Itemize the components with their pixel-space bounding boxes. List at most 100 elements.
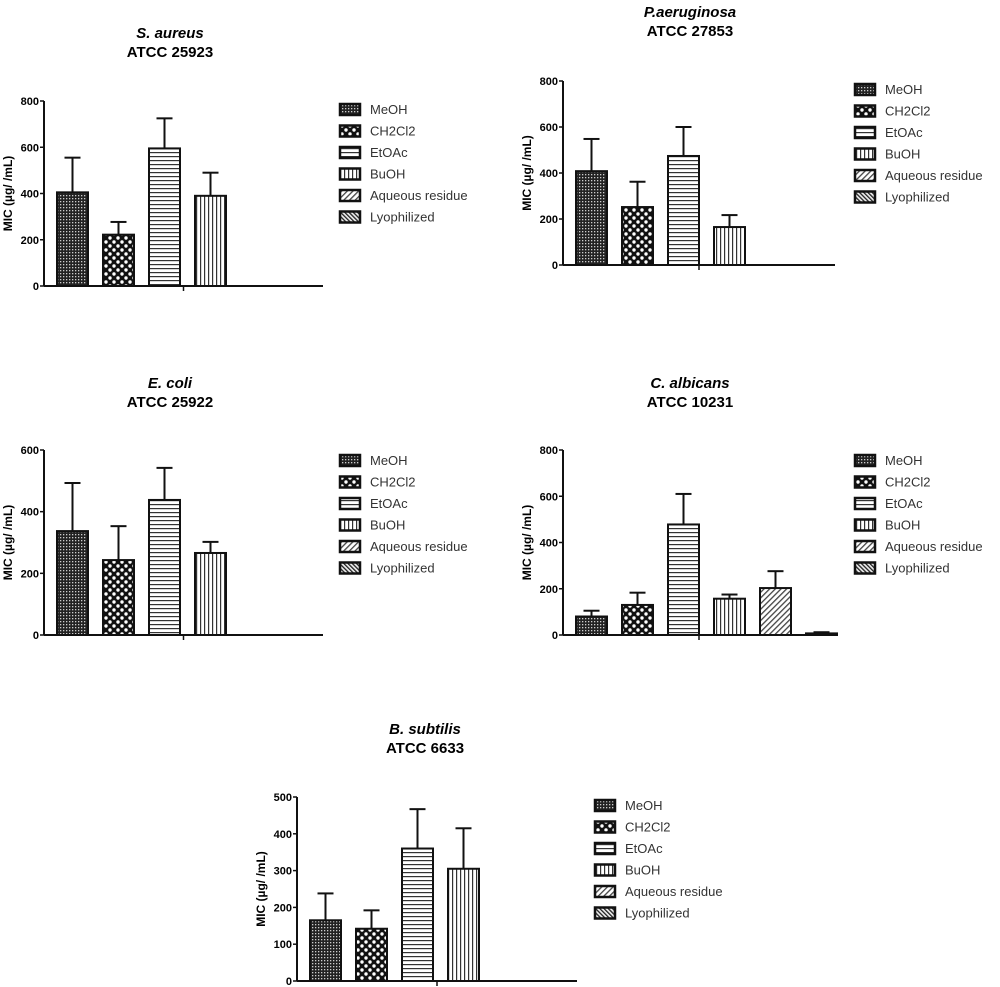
legend-swatch <box>853 168 877 183</box>
legend-swatch <box>853 125 877 140</box>
y-tick-label: 800 <box>540 76 558 88</box>
y-axis-label: MIC (µg/ /mL) <box>1 505 15 581</box>
legend-label: Lyophilized <box>370 210 435 225</box>
bar-dense-dots <box>309 919 342 983</box>
y-tick-label: 200 <box>274 902 292 914</box>
chart-subtitle: ATCC 25923 <box>127 44 213 61</box>
legend-swatch <box>853 82 877 97</box>
chart-title: E. coli <box>148 375 193 392</box>
legend-label: MeOH <box>625 798 663 813</box>
legend-label: CH2Cl2 <box>885 475 931 490</box>
chart-title: B. subtilis <box>389 721 461 738</box>
legend-swatch <box>338 539 362 554</box>
y-axis-label: MIC (µg/ /mL) <box>1 156 15 232</box>
legend-label: CH2Cl2 <box>885 104 931 119</box>
bar-diagonal-lines <box>759 587 792 637</box>
y-tick-label: 400 <box>21 189 39 201</box>
legend-label: Lyophilized <box>885 190 950 205</box>
legend-label: MeOH <box>885 82 923 97</box>
bar-checker <box>355 927 388 983</box>
chart-panel: P.aeruginosa ATCC 27853 0 200 400 600 800 MIC (… <box>520 4 983 272</box>
y-tick-label: 200 <box>21 235 39 247</box>
legend-swatch <box>338 475 362 489</box>
legend-swatch <box>593 863 617 877</box>
legend-label: Lyophilized <box>625 906 690 921</box>
y-tick-label: 400 <box>540 538 558 550</box>
legend-swatch <box>338 210 362 224</box>
chart-panel: E. coli ATCC 25922 0 200 400 600 MIC (µg/ /mL)… <box>1 375 468 642</box>
legend-label: Aqueous residue <box>885 168 983 183</box>
legend-label: Aqueous residue <box>885 539 983 554</box>
legend-label: BuOH <box>625 863 660 878</box>
legend-label: MeOH <box>370 453 408 468</box>
legend-label: CH2Cl2 <box>370 124 416 139</box>
legend-label: CH2Cl2 <box>625 820 671 835</box>
legend-swatch <box>338 188 362 203</box>
legend-swatch <box>593 906 617 920</box>
legend-swatch <box>338 167 362 181</box>
y-tick-label: 400 <box>540 168 558 180</box>
legend-label: Lyophilized <box>885 561 950 576</box>
legend-swatch <box>338 102 362 117</box>
y-tick-label: 0 <box>552 630 558 642</box>
legend-label: Aqueous residue <box>370 188 468 203</box>
bar-vertical-lines <box>713 597 746 636</box>
y-tick-label: 600 <box>540 491 558 503</box>
bar-checker <box>621 603 654 636</box>
y-tick-label: 300 <box>274 866 292 878</box>
legend-label: EtOAc <box>370 496 408 511</box>
y-tick-label: 100 <box>274 939 292 951</box>
legend-label: BuOH <box>370 518 405 533</box>
y-tick-label: 500 <box>274 792 292 804</box>
bar-dense-dots <box>56 530 89 637</box>
y-axis-label: MIC (µg/ /mL) <box>520 135 534 211</box>
bar-vertical-lines <box>713 226 746 267</box>
y-tick-label: 600 <box>21 445 39 457</box>
legend-swatch <box>338 561 362 575</box>
legend-label: BuOH <box>370 167 405 182</box>
legend-swatch <box>593 841 617 856</box>
y-tick-label: 0 <box>33 281 39 293</box>
legend-swatch <box>338 453 362 468</box>
legend-swatch <box>853 539 877 554</box>
chart-subtitle: ATCC 25922 <box>127 394 213 411</box>
legend-swatch <box>853 190 877 204</box>
legend-swatch <box>853 104 877 118</box>
legend-swatch <box>593 884 617 899</box>
y-tick-label: 0 <box>286 976 292 987</box>
legend-swatch <box>338 124 362 138</box>
legend-label: Lyophilized <box>370 561 435 576</box>
bar-horizontal-lines <box>667 154 700 266</box>
y-tick-label: 800 <box>21 96 39 108</box>
bar-vertical-lines <box>194 194 227 287</box>
legend-swatch <box>853 147 877 161</box>
bar-vertical-lines <box>194 551 227 637</box>
bar-horizontal-lines <box>148 147 181 287</box>
legend-swatch <box>853 518 877 532</box>
y-axis-label: MIC (µg/ /mL) <box>520 505 534 581</box>
y-tick-label: 0 <box>33 630 39 642</box>
legend-swatch <box>853 496 877 511</box>
bar-checker <box>102 233 135 288</box>
chart-panel: C. albicans ATCC 10231 0 200 400 600 800 MIC (µ… <box>520 375 983 642</box>
chart-subtitle: ATCC 27853 <box>647 23 733 40</box>
legend-swatch <box>853 475 877 489</box>
bar-dense-dots <box>575 170 608 266</box>
legend-swatch <box>593 820 617 834</box>
bar-checker <box>102 559 135 637</box>
legend-label: Aqueous residue <box>625 884 723 899</box>
y-axis-label: MIC (µg/ /mL) <box>254 851 268 927</box>
y-tick-label: 200 <box>540 584 558 596</box>
chart-panel: S. aureus ATCC 25923 0 200 400 600 800 MIC (µg/… <box>1 25 468 293</box>
legend-label: BuOH <box>885 518 920 533</box>
legend-label: EtOAc <box>885 125 923 140</box>
y-tick-label: 0 <box>552 260 558 272</box>
bar-horizontal-lines <box>148 498 181 637</box>
legend-label: EtOAc <box>625 841 663 856</box>
y-tick-label: 400 <box>274 829 292 841</box>
y-tick-label: 200 <box>21 568 39 580</box>
chart-subtitle: ATCC 6633 <box>386 740 464 757</box>
chart-panel: B. subtilis ATCC 6633 0 100 200 300 400 500 MIC … <box>254 721 723 987</box>
legend-label: Aqueous residue <box>370 539 468 554</box>
